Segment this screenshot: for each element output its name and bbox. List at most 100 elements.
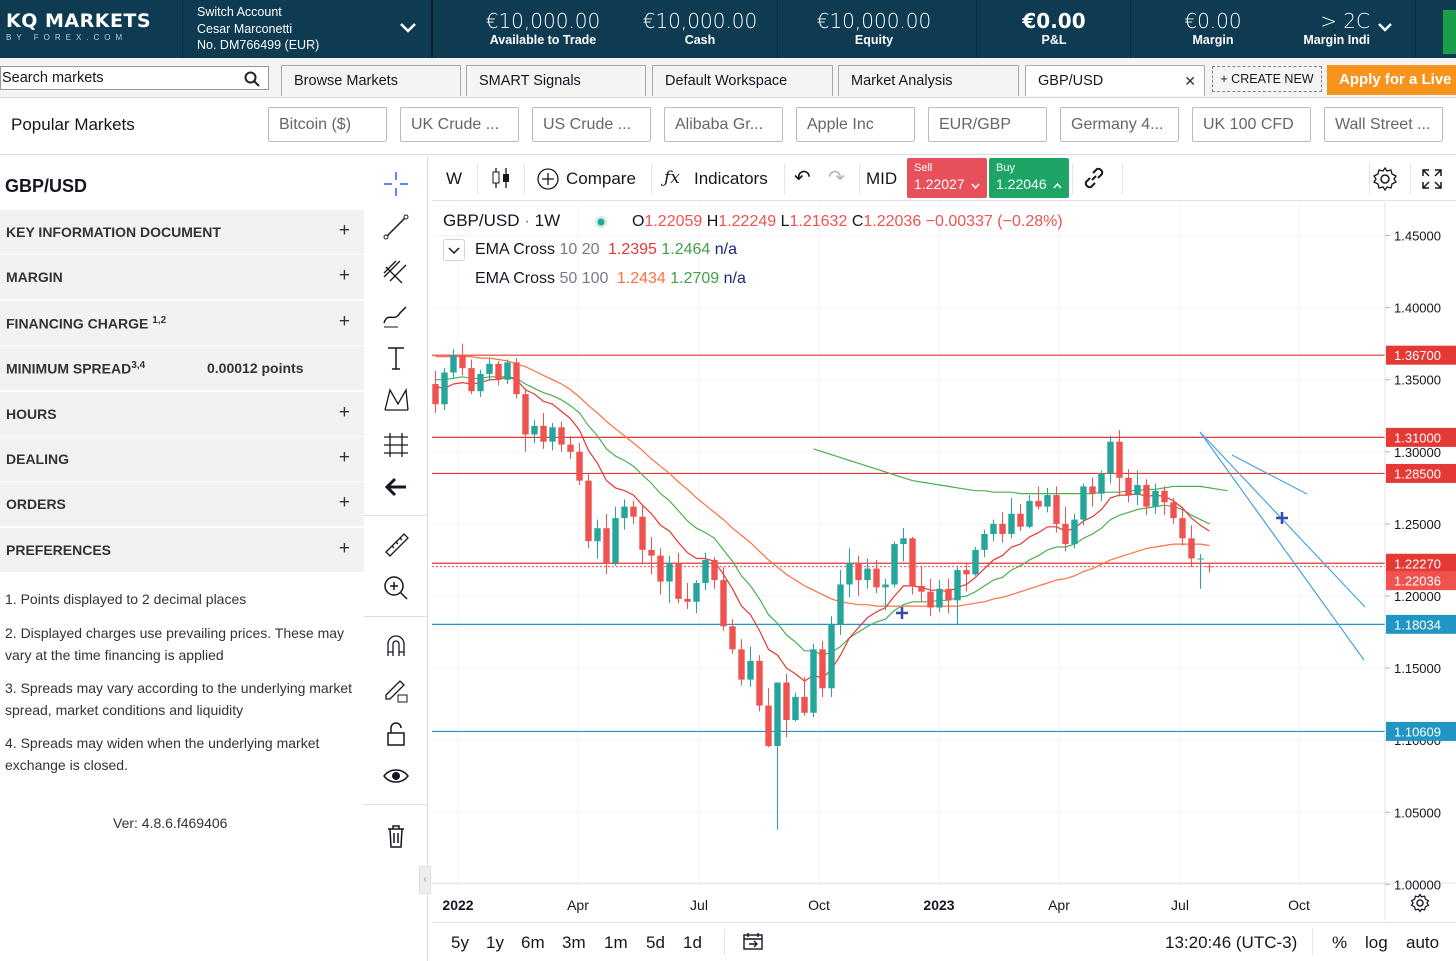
expand-icon[interactable]: + <box>338 447 350 468</box>
popular-market-item[interactable]: UK 100 CFD <box>1192 107 1311 142</box>
collapse-legend-button[interactable] <box>443 239 465 261</box>
section-orders[interactable]: ORDERS + <box>0 482 364 527</box>
trash-icon[interactable] <box>380 820 412 852</box>
popular-market-item[interactable]: US Crude ... <box>532 107 651 142</box>
candle-body <box>513 362 520 395</box>
ruler-icon[interactable] <box>380 528 412 560</box>
unlock-icon[interactable] <box>380 718 412 750</box>
trend-line-icon[interactable] <box>380 211 412 243</box>
ema-legend-1[interactable]: EMA Cross 10 20 1.2395 1.2464 n/a <box>475 241 737 259</box>
buy-button[interactable]: Buy 1.22046 <box>989 158 1069 198</box>
popular-market-item[interactable]: Apple Inc <box>796 107 915 142</box>
candle-body <box>819 649 826 689</box>
popular-market-item[interactable]: Germany 4... <box>1060 107 1179 142</box>
divider <box>182 0 183 58</box>
range-5d[interactable]: 5d <box>646 933 665 952</box>
section-dealing[interactable]: DEALING + <box>0 437 364 482</box>
tab-default-workspace[interactable]: Default Workspace <box>652 65 833 96</box>
mid-price-toggle[interactable]: MID <box>866 169 898 188</box>
expand-icon[interactable]: + <box>338 492 350 513</box>
ema-legend-2[interactable]: EMA Cross 50 100 1.2434 1.2709 n/a <box>475 270 746 288</box>
popular-market-item[interactable]: Alibaba Gr... <box>664 107 783 142</box>
channel-line[interactable] <box>1231 454 1308 495</box>
candle-body <box>855 562 862 581</box>
section-margin[interactable]: MARGIN + <box>0 255 364 300</box>
axis-settings-icon[interactable] <box>1410 893 1430 913</box>
pattern-icon[interactable] <box>380 384 412 416</box>
eye-icon[interactable] <box>380 760 412 792</box>
expand-icon[interactable]: + <box>338 311 350 332</box>
popular-market-item[interactable]: EUR/GBP <box>928 107 1047 142</box>
create-new-button[interactable]: + CREATE NEW <box>1212 66 1322 92</box>
range-1y[interactable]: 1y <box>486 933 504 952</box>
section-hours[interactable]: HOURS + <box>0 392 364 437</box>
range-1m[interactable]: 1m <box>604 933 628 952</box>
close-icon[interactable]: ✕ <box>1184 73 1196 89</box>
chevron-down-icon[interactable] <box>399 22 417 34</box>
magnet-icon[interactable] <box>380 630 412 662</box>
deposit-button[interactable] <box>1443 10 1456 54</box>
zoom-in-icon[interactable] <box>380 572 412 604</box>
expand-icon[interactable]: + <box>338 220 350 241</box>
compare-button[interactable]: Compare <box>566 169 636 188</box>
prediction-icon[interactable] <box>380 427 412 459</box>
x-tick-label: Apr <box>1048 897 1070 913</box>
fib-tool-icon[interactable] <box>380 255 412 287</box>
settings-icon[interactable] <box>1372 166 1398 192</box>
candle-body <box>954 570 961 601</box>
percent-toggle[interactable]: % <box>1332 933 1348 952</box>
range-5y[interactable]: 5y <box>451 933 469 952</box>
range-6m[interactable]: 6m <box>521 933 545 952</box>
price-chart[interactable]: 1.45000 1.40000 1.35000 1.30000 1.25000 1.200… <box>432 202 1456 921</box>
date-range-icon[interactable] <box>742 932 764 952</box>
undo-icon[interactable]: ↶ <box>794 167 811 189</box>
auto-toggle[interactable]: auto <box>1406 933 1440 952</box>
channel-line[interactable] <box>1199 431 1365 661</box>
tab-gbp-usd[interactable]: GBP/USD ✕ <box>1025 65 1205 96</box>
range-3m[interactable]: 3m <box>562 933 586 952</box>
brush-icon[interactable] <box>380 299 412 331</box>
crosshair-icon[interactable] <box>380 168 412 200</box>
range-1d[interactable]: 1d <box>683 933 702 952</box>
redo-icon[interactable]: ↷ <box>828 167 845 189</box>
link-icon[interactable] <box>1081 165 1107 191</box>
version-label: Ver: 4.8.6.f469406 <box>113 815 228 831</box>
compare-icon[interactable] <box>536 167 560 191</box>
section-preferences[interactable]: PREFERENCES + <box>0 528 364 573</box>
x-tick-label: 2023 <box>923 897 954 913</box>
indicators-button[interactable]: Indicators <box>694 169 768 188</box>
expand-icon[interactable]: + <box>338 402 350 423</box>
expand-icon[interactable]: + <box>338 265 350 286</box>
indicators-icon[interactable]: ƒx <box>664 168 680 188</box>
search-icon[interactable] <box>244 71 260 87</box>
popular-market-item[interactable]: UK Crude ... <box>400 107 519 142</box>
popular-market-item[interactable]: Bitcoin ($) <box>268 107 387 142</box>
popular-market-item[interactable]: Wall Street ... <box>1324 107 1443 142</box>
log-toggle[interactable]: log <box>1365 933 1388 952</box>
candle-body <box>1206 566 1213 568</box>
collapse-handle[interactable]: ‹ <box>419 866 431 894</box>
footnote: 2. Displayed charges use prevailing pric… <box>5 625 345 663</box>
interval-button[interactable]: W <box>446 169 463 188</box>
section-key-information[interactable]: KEY INFORMATION DOCUMENT + <box>0 210 364 255</box>
clock-time[interactable]: 13:20:46 (UTC-3) <box>1165 933 1298 952</box>
sell-button[interactable]: Sell 1.22027 <box>907 158 987 198</box>
back-arrow-icon[interactable] <box>380 471 412 503</box>
section-financing-charge[interactable]: FINANCING CHARGE 1,2 + <box>0 301 364 346</box>
chevron-down-icon[interactable] <box>1377 22 1393 34</box>
search-input[interactable]: Search markets <box>0 66 269 90</box>
tab-browse-markets[interactable]: Browse Markets <box>281 65 461 96</box>
tab-smart-signals[interactable]: SMART Signals <box>466 65 646 96</box>
apply-live-button[interactable]: Apply for a Live <box>1327 65 1456 95</box>
y-tick-label: 1.20000 <box>1394 589 1441 604</box>
account-switcher[interactable]: Switch Account Cesar Marconetti No. DM76… <box>197 4 416 54</box>
fullscreen-icon[interactable] <box>1420 167 1444 191</box>
candle-body <box>1017 513 1024 527</box>
x-tick-label: Jul <box>690 897 708 913</box>
lock-drawing-icon[interactable] <box>380 673 412 705</box>
tab-market-analysis[interactable]: Market Analysis <box>838 65 1019 96</box>
candles-icon[interactable] <box>490 166 512 190</box>
expand-icon[interactable]: + <box>338 538 350 559</box>
candle-body <box>936 588 943 608</box>
text-icon[interactable] <box>380 342 412 374</box>
